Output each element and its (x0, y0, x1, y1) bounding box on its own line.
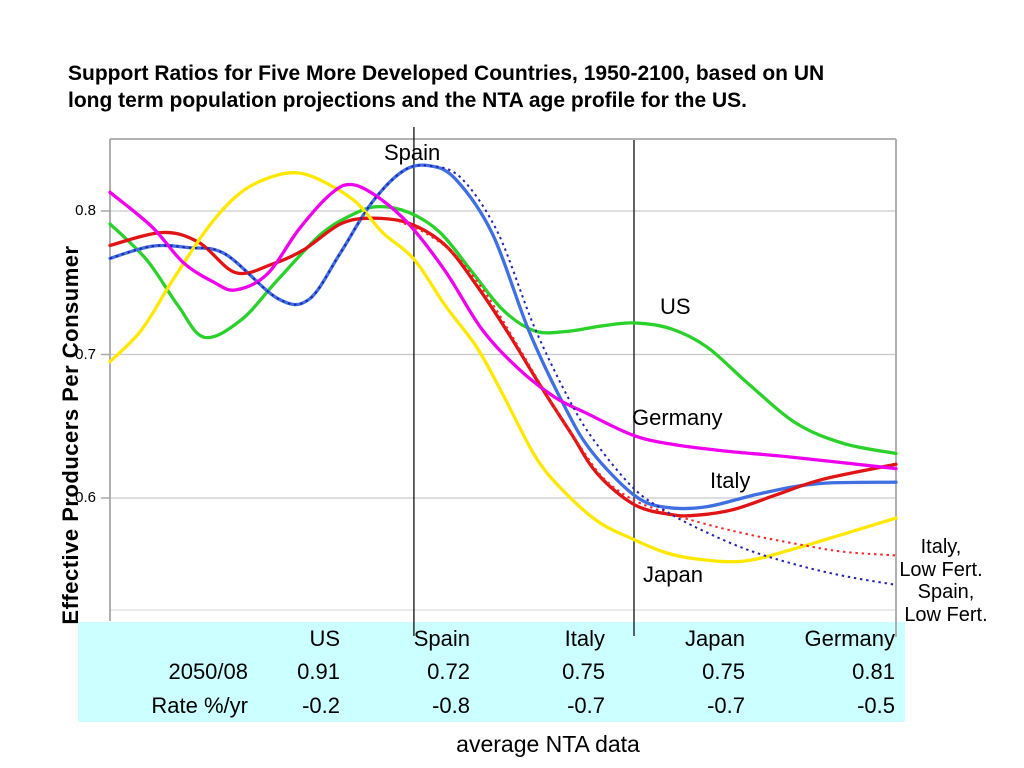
table-cell-r1-c0: Rate %/yr (151, 692, 248, 718)
series-label-japan: Japan (643, 562, 703, 587)
series-label-germany: Germany (632, 405, 723, 430)
series-line-us (108, 204, 898, 456)
table-header-c2: Spain (413, 626, 470, 651)
table-caption: average NTA data (456, 731, 640, 757)
series-label-us: US (660, 294, 691, 319)
series-label-italy: Italy (710, 468, 751, 493)
series-label-italy-low-fert: Italy, Low Fert. (881, 536, 1001, 582)
y-tick-label-0-8: 0.8 (75, 202, 96, 219)
table-header-c0 (78, 622, 258, 655)
series-line-italy-low-fert (397, 220, 897, 557)
italy-low-fert-line-1: Italy, (920, 536, 962, 558)
series-line-spain (108, 163, 898, 511)
table-cell-r1-c2: -0.8 (432, 692, 470, 718)
table-cell-r1-c5: -0.5 (857, 692, 895, 718)
chart-title: Support Ratios for Five More Developed C… (68, 60, 948, 114)
table-cell-r1-c4: -0.7 (707, 692, 745, 718)
series-line-germany (108, 182, 898, 471)
series-label-spain: Spain (384, 140, 441, 165)
spain-low-fert-line-2: Low Fert. (904, 604, 988, 626)
y-tick-label-0-7: 0.7 (75, 346, 96, 363)
table-cell-r1-c1: -0.2 (302, 692, 340, 718)
table-header-c1: US (309, 626, 340, 651)
series-line-spain-low-fert (109, 164, 897, 586)
table-cell-r0-c0: 2050/08 (168, 659, 248, 685)
table-cell-r1-c3: -0.7 (567, 692, 605, 718)
y-axis-title: Effective Producers Per Consumer (58, 245, 83, 625)
summary-table: US Spain Italy Japan Germany 2050/08 0.91 0.72 0… (78, 622, 905, 722)
series-line-japan (108, 171, 898, 564)
chart-title-line-1: Support Ratios for Five More Developed C… (68, 62, 825, 85)
table-header-c4: Japan (685, 626, 745, 651)
table-header-c3: Italy (564, 626, 605, 651)
spain-low-fert-line-1: Spain, (917, 581, 975, 603)
table-cell-r0-c2: 0.72 (427, 659, 470, 685)
italy-low-fert-line-2: Low Fert. (899, 559, 983, 581)
y-tick-label-0-6: 0.6 (75, 489, 96, 506)
table-header-c5: Germany (804, 626, 895, 651)
table-cell-r0-c4: 0.75 (702, 659, 745, 685)
table-cell-r0-c3: 0.75 (562, 659, 605, 685)
series-label-spain-low-fert: Spain, Low Fert. (886, 581, 1006, 627)
table-cell-r0-c1: 0.91 (297, 659, 340, 685)
table-cell-r0-c5: 0.81 (852, 659, 895, 685)
series-line-italy (108, 216, 898, 518)
chart-title-line-2: long term population projections and the… (68, 89, 748, 112)
